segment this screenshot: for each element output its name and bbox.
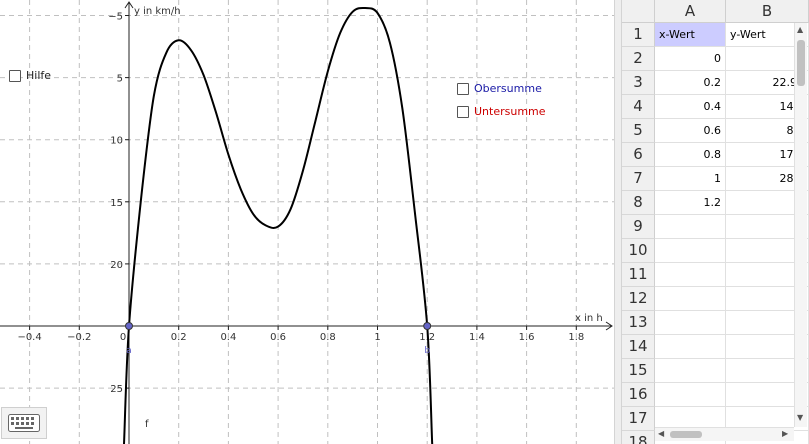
horizontal-scrollbar[interactable]: ◀ ▶: [655, 427, 794, 441]
row-header[interactable]: 7: [622, 167, 655, 191]
y-tick-label: 20: [110, 260, 123, 271]
obersumme-label: Obersumme: [474, 82, 542, 95]
x-axis-arrow: [605, 321, 613, 331]
point-label-b: b: [424, 346, 430, 356]
keyboard-icon: [8, 414, 40, 432]
untersumme-label: Untersumme: [474, 105, 546, 118]
y-axis-label: y in km/h: [134, 6, 181, 17]
x-tick-label: 1: [374, 332, 380, 343]
cell-a12[interactable]: [655, 287, 726, 311]
point-label-a: a: [126, 346, 132, 356]
row-header[interactable]: 5: [622, 119, 655, 143]
y-tick-label: −5: [108, 12, 123, 23]
function-label: f: [145, 419, 149, 430]
row-header[interactable]: 2: [622, 47, 655, 71]
cell-a13[interactable]: [655, 311, 726, 335]
untersumme-checkbox[interactable]: Untersumme: [457, 105, 546, 118]
x-tick-labels: −0.4 −0.2 0 0.2 0.4 0.6 0.8 1 1.2 1.4 1.6 1.8: [17, 326, 584, 343]
row-header[interactable]: 12: [622, 287, 655, 311]
column-header-b[interactable]: B: [726, 0, 809, 23]
horizontal-scroll-thumb[interactable]: [670, 431, 702, 438]
row-header[interactable]: 6: [622, 143, 655, 167]
scroll-right-icon[interactable]: ▶: [782, 429, 789, 438]
point-b[interactable]: [423, 322, 432, 330]
row-header[interactable]: 11: [622, 263, 655, 287]
row-header[interactable]: 1: [622, 23, 655, 47]
x-tick-label: 1.8: [568, 332, 584, 343]
scroll-down-icon[interactable]: ▼: [797, 413, 804, 422]
series-f-line[interactable]: [123, 6, 434, 444]
cell-a15[interactable]: [655, 359, 726, 383]
row-header[interactable]: 14: [622, 335, 655, 359]
point-a[interactable]: [125, 322, 133, 330]
cell-a10[interactable]: [655, 239, 726, 263]
vertical-scroll-thumb[interactable]: [797, 40, 805, 86]
scroll-left-icon[interactable]: ◀: [658, 429, 665, 438]
obersumme-checkbox[interactable]: Obersumme: [457, 82, 542, 95]
virtual-keyboard-button[interactable]: [1, 407, 47, 439]
cell-a1[interactable]: x-Wert: [655, 23, 726, 47]
row-header[interactable]: 3: [622, 71, 655, 95]
x-tick-label: 1.6: [519, 332, 535, 343]
row-header[interactable]: 8: [622, 191, 655, 215]
x-tick-label: −0.2: [67, 332, 91, 343]
row-header[interactable]: 13: [622, 311, 655, 335]
x-tick-label: 0.2: [171, 332, 187, 343]
obersumme-checkbox-box[interactable]: [457, 82, 469, 95]
cell-a7[interactable]: 1: [655, 167, 726, 191]
axes: [0, 1, 613, 444]
spreadsheet-corner[interactable]: [622, 0, 655, 23]
x-tick-label: −0.4: [17, 332, 41, 343]
hilfe-checkbox[interactable]: Hilfe: [9, 69, 51, 82]
row-header[interactable]: 17: [622, 407, 655, 431]
cell-a4[interactable]: 0.4: [655, 95, 726, 119]
cell-a3[interactable]: 0.2: [655, 71, 726, 95]
cell-a2[interactable]: 0: [655, 47, 726, 71]
untersumme-checkbox-box[interactable]: [457, 105, 469, 118]
cell-a5[interactable]: 0.6: [655, 119, 726, 143]
spreadsheet-view[interactable]: A B 1x-Werty-Wert20030.222.9340.414.150.…: [622, 0, 809, 444]
cell-a9[interactable]: [655, 215, 726, 239]
row-header[interactable]: 4: [622, 95, 655, 119]
row-header[interactable]: 16: [622, 383, 655, 407]
cell-a14[interactable]: [655, 335, 726, 359]
cell-a16[interactable]: [655, 383, 726, 407]
scroll-up-icon[interactable]: ▲: [797, 25, 804, 34]
function-curve[interactable]: [123, 6, 434, 444]
hilfe-checkbox-box[interactable]: [9, 69, 21, 82]
y-tick-label: 10: [110, 136, 123, 147]
row-header[interactable]: 9: [622, 215, 655, 239]
function-plot[interactable]: −0.4 −0.2 0 0.2 0.4 0.6 0.8 1 1.2 1.4 1.6 1.8 25201…: [0, 0, 614, 444]
grid-lines: [0, 0, 614, 444]
column-header-a[interactable]: A: [655, 0, 726, 23]
x-tick-label: 1.4: [469, 332, 485, 343]
cell-a8[interactable]: 1.2: [655, 191, 726, 215]
y-tick-labels: 25 20 15 10 5 −5: [108, 12, 129, 395]
x-tick-label: 0.4: [220, 332, 236, 343]
x-tick-label: 0.8: [320, 332, 336, 343]
cell-a11[interactable]: [655, 263, 726, 287]
x-axis-label: x in h: [575, 313, 603, 324]
row-header[interactable]: 15: [622, 359, 655, 383]
hilfe-label: Hilfe: [26, 69, 52, 82]
y-tick-label: 15: [110, 198, 123, 209]
y-tick-label: 5: [117, 74, 123, 85]
x-tick-label: 0.6: [270, 332, 286, 343]
cell-a6[interactable]: 0.8: [655, 143, 726, 167]
graphics-view[interactable]: −0.4 −0.2 0 0.2 0.4 0.6 0.8 1 1.2 1.4 1.6 1.8 25 20 1…: [0, 0, 614, 444]
row-header[interactable]: 18: [622, 431, 655, 444]
x-tick-label: 0: [120, 332, 126, 343]
row-header[interactable]: 10: [622, 239, 655, 263]
y-axis-arrow: [124, 1, 134, 9]
view-divider[interactable]: [614, 0, 622, 444]
y-tick-label: 25: [110, 384, 123, 395]
vertical-scrollbar[interactable]: ▲ ▼: [794, 23, 807, 427]
